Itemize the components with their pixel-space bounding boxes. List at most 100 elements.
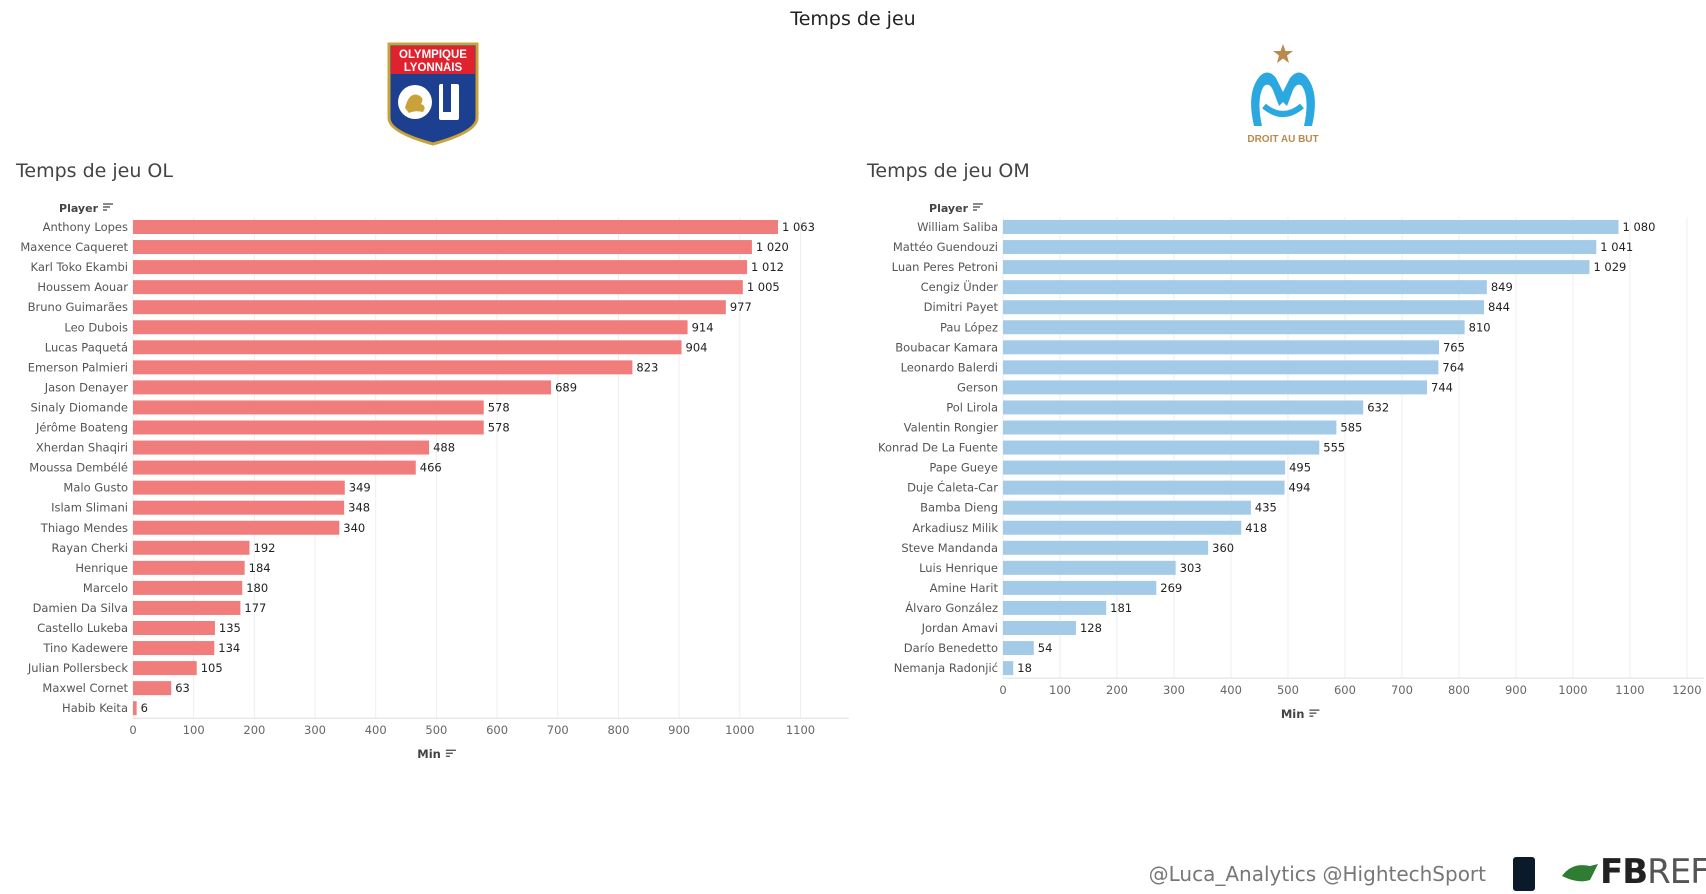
ol-bar <box>133 500 345 515</box>
ol-x-tick-label: 600 <box>486 723 508 737</box>
ol-player-label: Jason Denayer <box>44 380 129 394</box>
ol-value-label: 63 <box>175 681 190 695</box>
ol-bar <box>133 520 340 535</box>
ol-chart-title: Temps de jeu OL <box>16 160 173 182</box>
om-value-label: 632 <box>1367 400 1389 414</box>
om-value-label: 303 <box>1180 561 1202 575</box>
ol-logo-text-1: OLYMPIQUE <box>399 49 467 61</box>
om-x-tick-label: 900 <box>1505 683 1527 697</box>
om-bar <box>1003 600 1107 615</box>
ol-player-label: Castello Lukeba <box>37 621 128 635</box>
om-monogram-icon <box>1251 72 1315 126</box>
om-x-axis-label: Min <box>1281 707 1305 721</box>
ol-bar <box>133 240 752 255</box>
om-bar <box>1003 560 1176 575</box>
om-value-label: 849 <box>1491 280 1513 294</box>
ol-player-label: Damien Da Silva <box>33 601 128 615</box>
om-value-label: 765 <box>1443 340 1465 354</box>
ol-value-label: 349 <box>349 481 371 495</box>
om-x-tick-label: 1000 <box>1558 683 1587 697</box>
ol-player-label: Islam Slimani <box>51 501 128 515</box>
ol-bar <box>133 701 137 716</box>
ol-bar <box>133 621 215 635</box>
om-bar <box>1003 621 1076 635</box>
ol-player-label: Malo Gusto <box>63 481 128 495</box>
ol-bar <box>133 480 345 495</box>
om-player-label: Amine Harit <box>930 581 999 595</box>
ol-bar <box>133 641 215 656</box>
ol-bar <box>133 600 241 615</box>
ol-player-label: Habib Keita <box>62 701 128 715</box>
ol-x-tick-label: 900 <box>668 723 690 737</box>
om-bar <box>1003 641 1034 656</box>
om-bar <box>1003 240 1597 255</box>
ol-value-label: 105 <box>201 661 223 675</box>
ol-player-label: Jérôme Boateng <box>35 421 128 435</box>
om-player-label: Álvaro González <box>905 600 998 615</box>
ol-bar <box>133 280 743 295</box>
om-bar <box>1003 380 1428 395</box>
om-player-label: Konrad De La Fuente <box>878 441 998 455</box>
ol-row-header: Player <box>59 202 99 215</box>
olympique-marseille-logo: DROIT AU BUT <box>1247 44 1319 145</box>
om-value-label: 764 <box>1442 360 1464 374</box>
om-value-label: 1 029 <box>1593 260 1626 274</box>
om-x-tick-label: 100 <box>1049 683 1071 697</box>
ol-logo-text-2: LYONNAIS <box>404 62 463 74</box>
ol-value-label: 466 <box>420 461 442 475</box>
ol-value-label: 689 <box>555 380 577 394</box>
ol-x-tick-label: 100 <box>183 723 205 737</box>
om-x-tick-label: 800 <box>1448 683 1470 697</box>
om-x-tick-label: 400 <box>1220 683 1242 697</box>
om-value-label: 844 <box>1488 300 1510 314</box>
page-title: Temps de jeu <box>790 8 916 30</box>
ol-x-tick-label: 0 <box>129 723 136 737</box>
ol-value-label: 134 <box>218 641 240 655</box>
om-player-label: Boubacar Kamara <box>895 340 998 354</box>
om-row-header: Player <box>929 202 969 215</box>
ol-player-label: Moussa Dembélé <box>29 461 128 475</box>
ol-value-label: 340 <box>343 521 365 535</box>
fbref-logo-part1: FB <box>1600 852 1648 892</box>
ol-player-label: Julian Pollersbeck <box>27 661 129 675</box>
om-bar <box>1003 480 1285 495</box>
om-player-label: Mattéo Guendouzi <box>893 240 998 254</box>
ol-value-label: 135 <box>219 621 241 635</box>
ol-bar <box>133 380 552 395</box>
om-bar <box>1003 400 1364 415</box>
om-bar <box>1003 300 1485 315</box>
om-bar <box>1003 500 1251 515</box>
ol-value-label: 192 <box>254 541 276 555</box>
ol-player-label: Houssem Aouar <box>37 280 128 294</box>
ol-bar <box>133 400 484 415</box>
om-bar <box>1003 220 1619 234</box>
om-motto: DROIT AU BUT <box>1247 134 1318 145</box>
om-value-label: 54 <box>1038 641 1053 655</box>
om-sort-icon <box>973 203 983 211</box>
credits: @Luca_Analytics @HightechSport <box>1148 862 1486 886</box>
om-x-tick-label: 200 <box>1106 683 1128 697</box>
om-bar <box>1003 661 1014 676</box>
ol-bar <box>133 560 245 575</box>
ol-value-label: 1 063 <box>782 220 815 234</box>
om-x-sort-icon <box>1309 709 1320 717</box>
om-bar <box>1003 520 1242 535</box>
ol-playing-time-chart: Player Anthony Lopes 1 063 Maxence Caqueret… <box>20 202 849 761</box>
om-value-label: 810 <box>1469 320 1491 334</box>
om-player-label: Cengiz Ünder <box>921 278 999 294</box>
ol-value-label: 1 020 <box>756 240 789 254</box>
om-value-label: 269 <box>1160 581 1182 595</box>
ol-bar <box>133 540 250 555</box>
ol-player-label: Anthony Lopes <box>43 220 128 234</box>
om-bar <box>1003 540 1209 555</box>
om-x-tick-label: 1100 <box>1615 683 1644 697</box>
om-playing-time-chart: Player William Saliba 1 080 Mattéo Guendouz… <box>878 202 1704 721</box>
ol-player-label: Thiago Mendes <box>40 521 128 535</box>
om-value-label: 585 <box>1340 421 1362 435</box>
om-player-label: Leonardo Balerdi <box>901 360 998 374</box>
om-value-label: 555 <box>1323 441 1345 455</box>
ol-bar <box>133 320 688 335</box>
ol-player-label: Lucas Paquetá <box>45 340 128 354</box>
om-player-label: Jordan Amavi <box>921 621 998 635</box>
ol-player-label: Sinaly Diomande <box>31 400 129 414</box>
